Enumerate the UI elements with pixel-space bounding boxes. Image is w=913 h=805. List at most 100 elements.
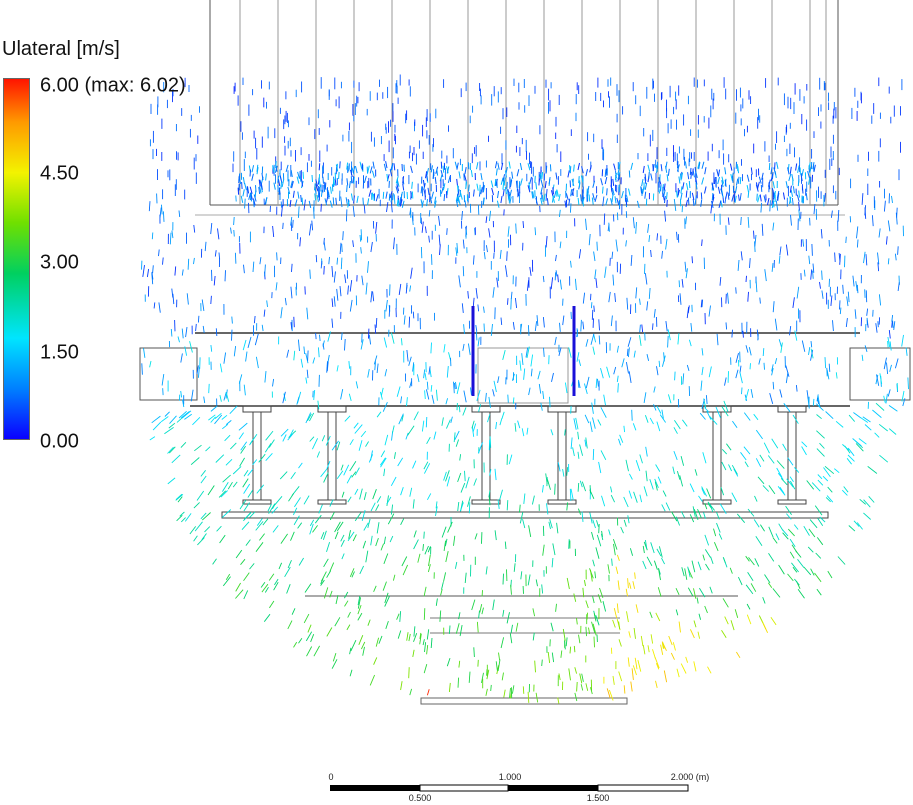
velocity-vector [723, 400, 729, 412]
velocity-vector [500, 162, 504, 170]
velocity-vector [821, 270, 823, 280]
velocity-vector [197, 315, 200, 323]
velocity-vector [442, 165, 445, 173]
velocity-vector [508, 454, 513, 465]
velocity-vector [171, 454, 181, 464]
velocity-vector [400, 191, 403, 199]
velocity-vector [399, 199, 403, 207]
velocity-vector [886, 362, 889, 375]
velocity-vector [662, 490, 667, 497]
velocity-vector [509, 688, 511, 699]
velocity-vector [204, 241, 207, 252]
velocity-vector [591, 309, 594, 320]
velocity-vector [625, 240, 627, 247]
velocity-vector [386, 202, 389, 212]
velocity-vector [797, 588, 805, 599]
velocity-vector [887, 258, 890, 265]
velocity-vector [736, 513, 746, 523]
velocity-vector [721, 180, 724, 188]
velocity-vector [306, 646, 313, 657]
velocity-vector [724, 616, 729, 625]
velocity-vector [575, 417, 579, 430]
velocity-vector [576, 352, 580, 362]
velocity-vector [326, 570, 332, 578]
velocity-vector [336, 365, 339, 372]
velocity-vector [695, 182, 698, 190]
velocity-vector [787, 573, 794, 582]
velocity-vector [727, 192, 730, 200]
velocity-vector [314, 186, 317, 195]
velocity-vector [663, 352, 665, 362]
velocity-vector [243, 384, 246, 396]
velocity-vector [217, 228, 220, 240]
velocity-vector [351, 167, 355, 175]
velocity-vector [372, 193, 375, 202]
velocity-vector [482, 197, 485, 205]
velocity-vector [612, 178, 615, 186]
velocity-vector [472, 297, 475, 308]
velocity-vector [550, 429, 554, 436]
velocity-vector [481, 607, 484, 615]
velocity-vector [616, 375, 619, 383]
velocity-vector [770, 167, 773, 175]
velocity-vector [519, 504, 521, 513]
velocity-vector [582, 587, 585, 598]
velocity-vector [611, 187, 615, 196]
velocity-vector [162, 211, 165, 222]
velocity-vector [541, 484, 544, 493]
velocity-vector [885, 393, 888, 404]
velocity-vector [865, 254, 868, 266]
velocity-vector [331, 318, 334, 328]
velocity-vector [360, 339, 364, 350]
velocity-vector [424, 390, 426, 400]
velocity-vector [471, 599, 476, 611]
velocity-vector [780, 342, 783, 353]
velocity-vector [434, 200, 437, 208]
velocity-vector [243, 264, 245, 274]
velocity-vector [440, 588, 443, 596]
velocity-vector [889, 364, 892, 372]
velocity-vector [772, 200, 775, 208]
velocity-vector [244, 198, 246, 209]
velocity-vector [540, 180, 544, 188]
velocity-vector [340, 196, 343, 208]
velocity-vector [342, 231, 344, 241]
velocity-vector [740, 452, 747, 461]
velocity-vector [259, 533, 265, 541]
velocity-vector [731, 464, 738, 475]
velocity-vector [462, 407, 467, 416]
velocity-vector [282, 434, 287, 442]
velocity-vector [504, 541, 507, 550]
velocity-vector [528, 387, 531, 396]
velocity-vector [644, 176, 647, 184]
velocity-vector [540, 187, 543, 195]
velocity-vector [720, 188, 724, 196]
velocity-vector [819, 516, 826, 523]
velocity-vector [225, 573, 231, 581]
velocity-vector [327, 331, 331, 342]
velocity-vector [746, 603, 751, 610]
velocity-vector [467, 343, 471, 356]
velocity-vector [772, 588, 781, 598]
velocity-vector [864, 424, 872, 431]
velocity-vector [774, 318, 778, 331]
velocity-vector [326, 361, 328, 373]
velocity-vector [717, 186, 721, 194]
velocity-vector [789, 538, 796, 548]
velocity-vector [704, 605, 708, 614]
velocity-vector [307, 413, 312, 422]
velocity-vector [162, 257, 164, 265]
velocity-vector [855, 281, 858, 291]
velocity-vector [349, 460, 357, 472]
velocity-vector [386, 496, 392, 505]
velocity-vector [772, 190, 775, 198]
velocity-vector [494, 178, 497, 187]
velocity-vector [618, 200, 621, 208]
velocity-vector [627, 578, 629, 589]
velocity-vector [597, 594, 602, 603]
velocity-vector [223, 352, 227, 364]
velocity-vector [264, 443, 272, 453]
velocity-vector [631, 409, 633, 421]
velocity-vector [709, 503, 714, 513]
velocity-vector [676, 470, 681, 480]
